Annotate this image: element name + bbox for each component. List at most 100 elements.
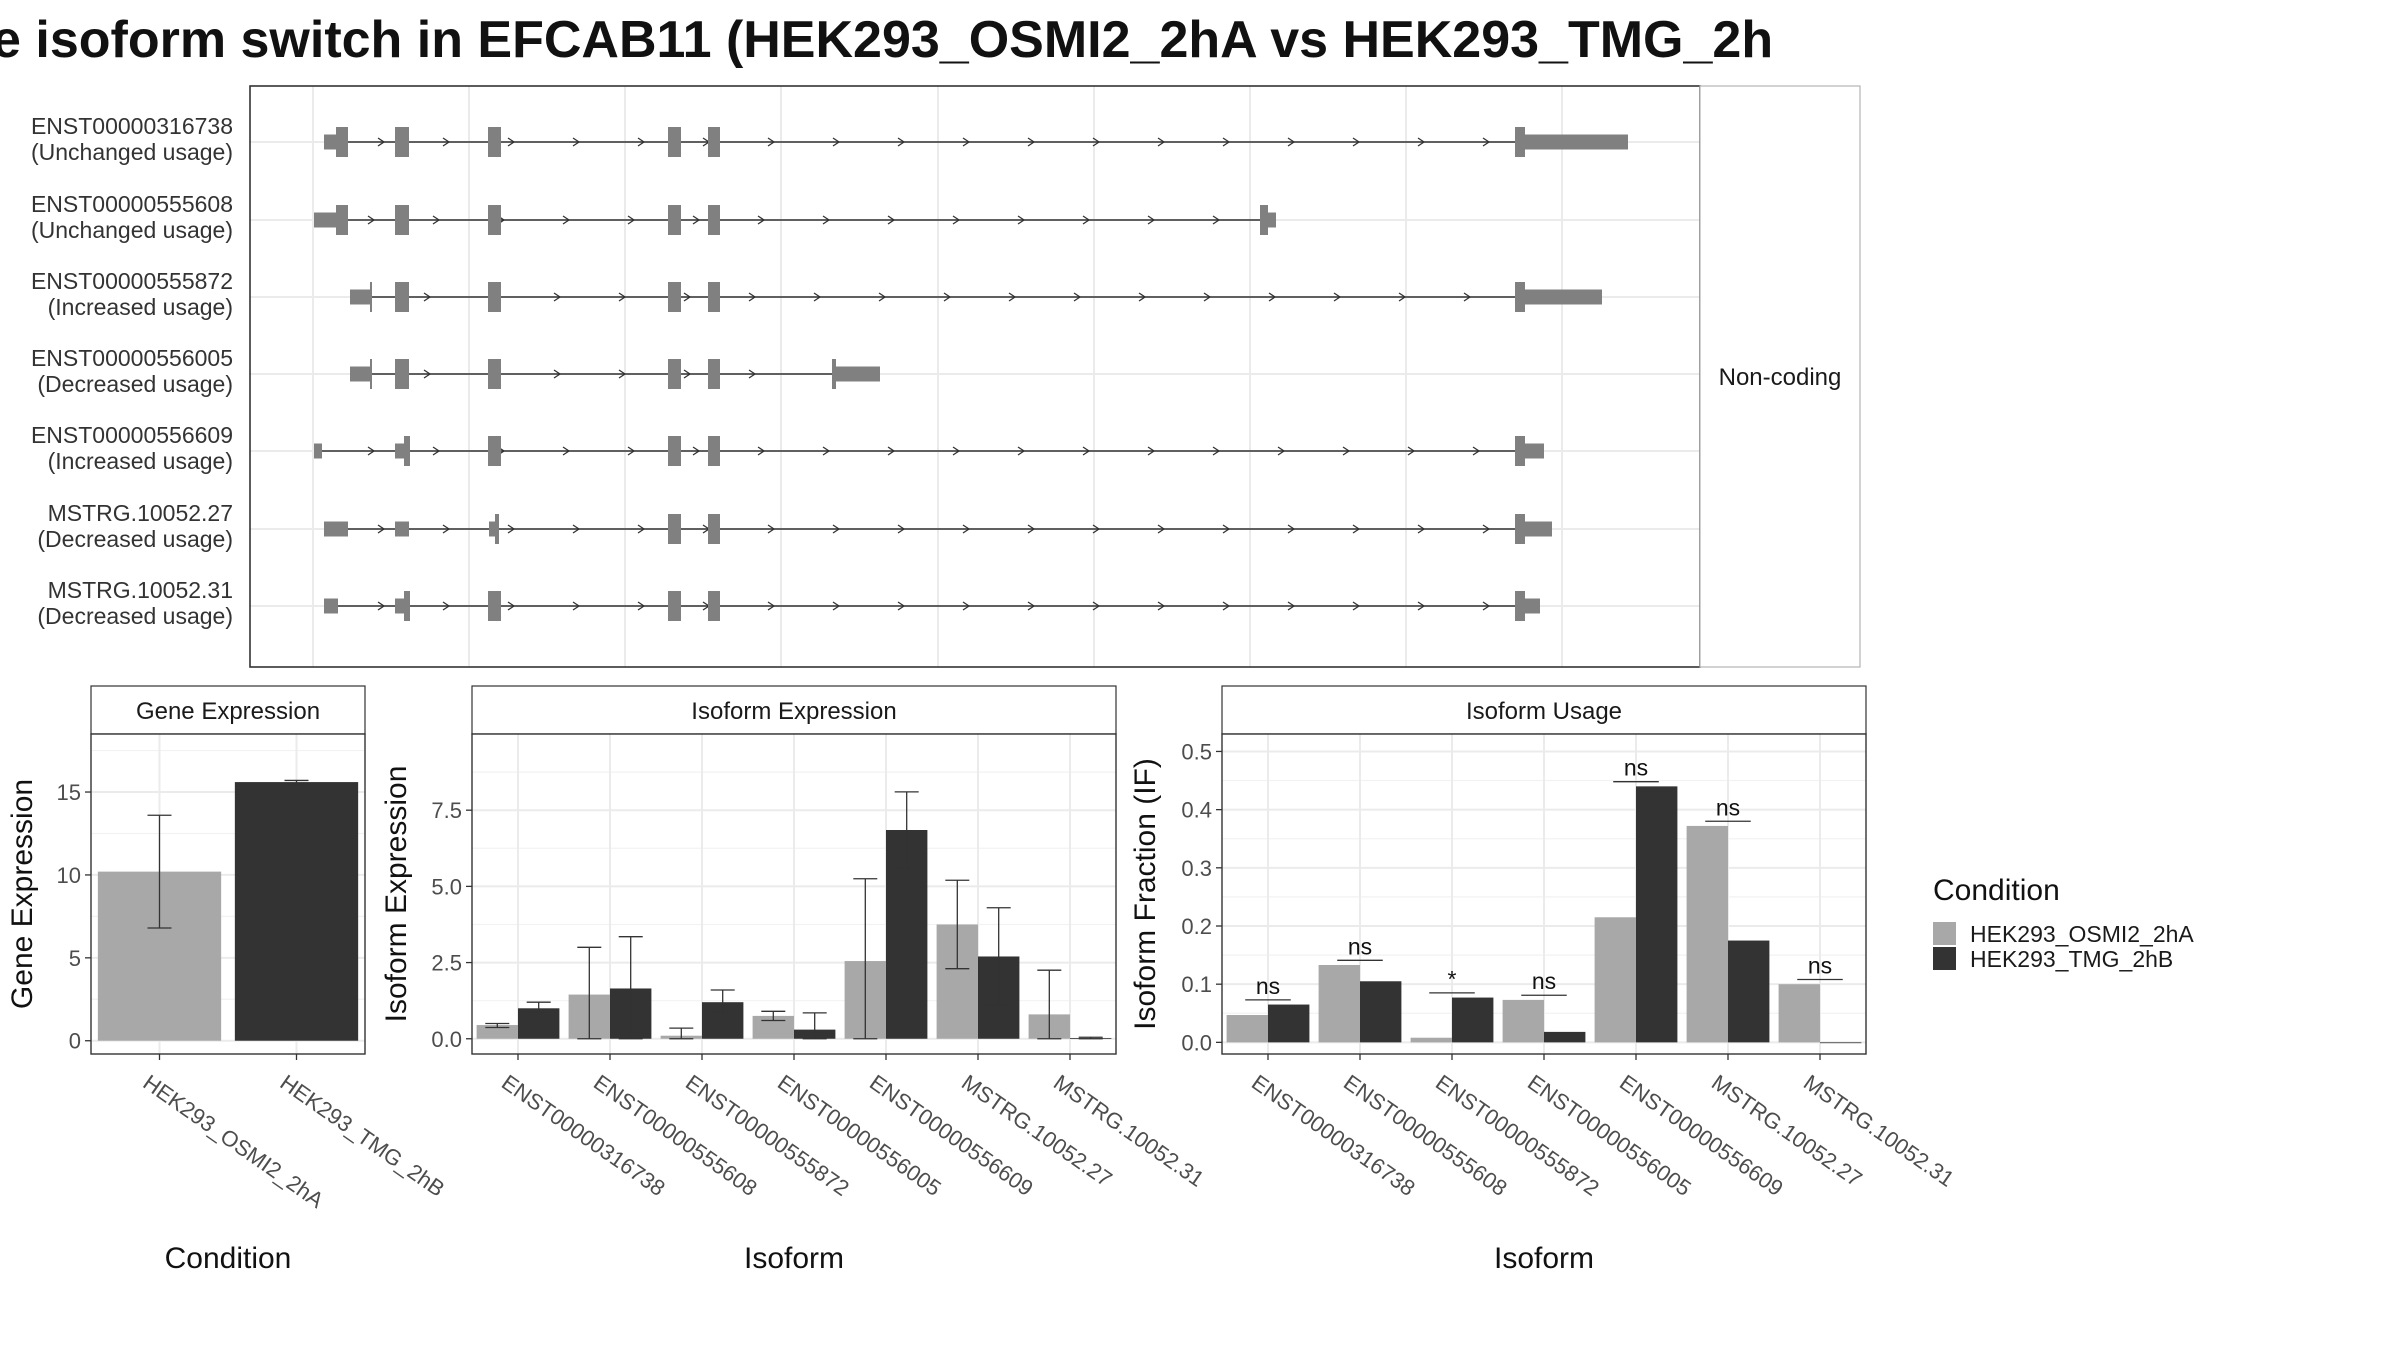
direction-arrow [553, 369, 562, 379]
significance-7: ns [1797, 953, 1843, 981]
direction-arrow [962, 601, 971, 611]
bar-1-ENST00000555872 [1410, 1037, 1452, 1043]
y-tick-label-2: 10 [57, 863, 81, 888]
transcript-id: MSTRG.10052.31 [48, 577, 233, 603]
direction-arrow [822, 215, 831, 225]
direction-arrow [757, 215, 766, 225]
isouse-x-ticks: ENST00000316738ENST00000555608ENST000005… [1247, 1054, 1959, 1201]
direction-arrow [1092, 524, 1101, 534]
direction-arrow [1092, 601, 1101, 611]
error-bar-1-2 [577, 946, 602, 1040]
direction-arrow [1222, 137, 1231, 147]
error-bar-1-2 [284, 779, 309, 785]
error-bar-2-7 [1078, 1036, 1103, 1040]
direction-arrow [962, 524, 971, 534]
gene-expression-panel: Gene Expression 0 5 10 15 HEK293_OSMI2_2hAH… [6, 685, 449, 1275]
direction-arrow [637, 137, 646, 147]
error-bar-1-1 [147, 814, 172, 929]
significance-2: ns [1337, 933, 1383, 961]
figure-title: e isoform switch in EFCAB11 (HEK293_OSMI… [0, 11, 1773, 69]
exon-3 [395, 205, 409, 235]
significance-label: ns [1348, 933, 1372, 959]
exon-5 [668, 205, 681, 235]
direction-arrow [1352, 601, 1361, 611]
transcript-label-2: ENST00000555608(Unchanged usage) [31, 191, 233, 243]
direction-arrow [377, 137, 386, 147]
isouse-x-title: Isoform [1494, 1242, 1594, 1275]
direction-arrow [572, 137, 581, 147]
isouse-y-ticks: 0.0 0.1 0.2 0.3 0.4 0.5 [1181, 739, 1222, 1055]
exon-1 [350, 289, 370, 305]
direction-arrow [562, 215, 571, 225]
transcript-track-4 [350, 359, 880, 389]
exon-5 [668, 359, 681, 389]
direction-arrow [767, 137, 776, 147]
x-tick-label-0: ENST00000316738 [1247, 1070, 1420, 1201]
exon-5 [668, 436, 681, 466]
bar-2-ENST00000556005 [1544, 1031, 1586, 1043]
direction-arrow [627, 446, 636, 456]
x-tick-label-2: ENST00000555872 [681, 1070, 854, 1201]
exon-1 [324, 598, 338, 614]
transcript-track-5 [314, 436, 1544, 466]
y-tick-label-0: 0.0 [431, 1027, 462, 1052]
transcript-track-1 [324, 127, 1628, 157]
direction-arrow [767, 601, 776, 611]
bar-2-ENST00000555872 [1452, 997, 1494, 1043]
direction-arrow [757, 446, 766, 456]
bar-1-MSTRG.10052.31 [1778, 984, 1820, 1043]
error-bar-1-3 [669, 1027, 694, 1040]
gene-strip [90, 685, 366, 735]
direction-arrow [897, 137, 906, 147]
direction-arrow [767, 524, 776, 534]
transcript-id: ENST00000556609 [31, 422, 233, 448]
direction-arrow [952, 446, 961, 456]
transcript-status: (Unchanged usage) [31, 139, 233, 165]
exon-8 [1524, 443, 1544, 459]
x-tick-label-1: ENST00000555608 [589, 1070, 762, 1201]
direction-arrow [507, 601, 516, 611]
direction-arrow [1027, 601, 1036, 611]
exon-6 [708, 359, 720, 389]
exon-8 [1524, 134, 1628, 150]
isoexp-strip-title: Isoform Expression [691, 698, 896, 725]
isoexp-x-ticks: ENST00000316738ENST00000555608ENST000005… [497, 1054, 1209, 1201]
direction-arrow [1342, 446, 1351, 456]
direction-arrow [897, 601, 906, 611]
direction-arrow [618, 292, 627, 302]
bar-1-ENST00000556609 [1594, 917, 1636, 1043]
structure-strip-label: Non-coding [1719, 364, 1842, 391]
isouse-significance-marks: ns ns * ns ns ns ns [1245, 755, 1843, 1001]
direction-arrow [887, 215, 896, 225]
x-tick-label-0: ENST00000316738 [497, 1070, 670, 1201]
transcript-id: ENST00000555608 [31, 191, 233, 217]
direction-arrow [692, 446, 701, 456]
gene-bars [97, 782, 359, 1041]
direction-arrow [1352, 137, 1361, 147]
isouse-bars [1226, 786, 1862, 1044]
direction-arrow [943, 292, 952, 302]
legend-title: Condition [1933, 874, 2060, 907]
error-bar-2-1 [526, 1001, 551, 1014]
isouse-strip-title: Isoform Usage [1466, 698, 1622, 725]
transcript-id: MSTRG.10052.27 [48, 500, 233, 526]
exon-1 [314, 212, 336, 228]
direction-arrow [1027, 524, 1036, 534]
direction-arrow [1082, 446, 1091, 456]
direction-arrow [618, 369, 627, 379]
exon-5 [668, 127, 681, 157]
bar-1-MSTRG.10052.27 [1686, 825, 1728, 1043]
direction-arrow [507, 137, 516, 147]
exon-6 [708, 591, 720, 621]
direction-arrow [1222, 524, 1231, 534]
x-tick-label-6: MSTRG.10052.31 [1799, 1070, 1959, 1192]
bar-1-ENST00000555608 [1318, 964, 1360, 1043]
direction-arrow [748, 369, 757, 379]
direction-arrow [1092, 137, 1101, 147]
transcript-label-5: ENST00000556609(Increased usage) [31, 422, 233, 474]
gene-error-bars [147, 779, 309, 929]
exon-7 [1515, 591, 1525, 621]
exon-8 [1524, 598, 1540, 614]
significance-4: ns [1521, 968, 1567, 996]
